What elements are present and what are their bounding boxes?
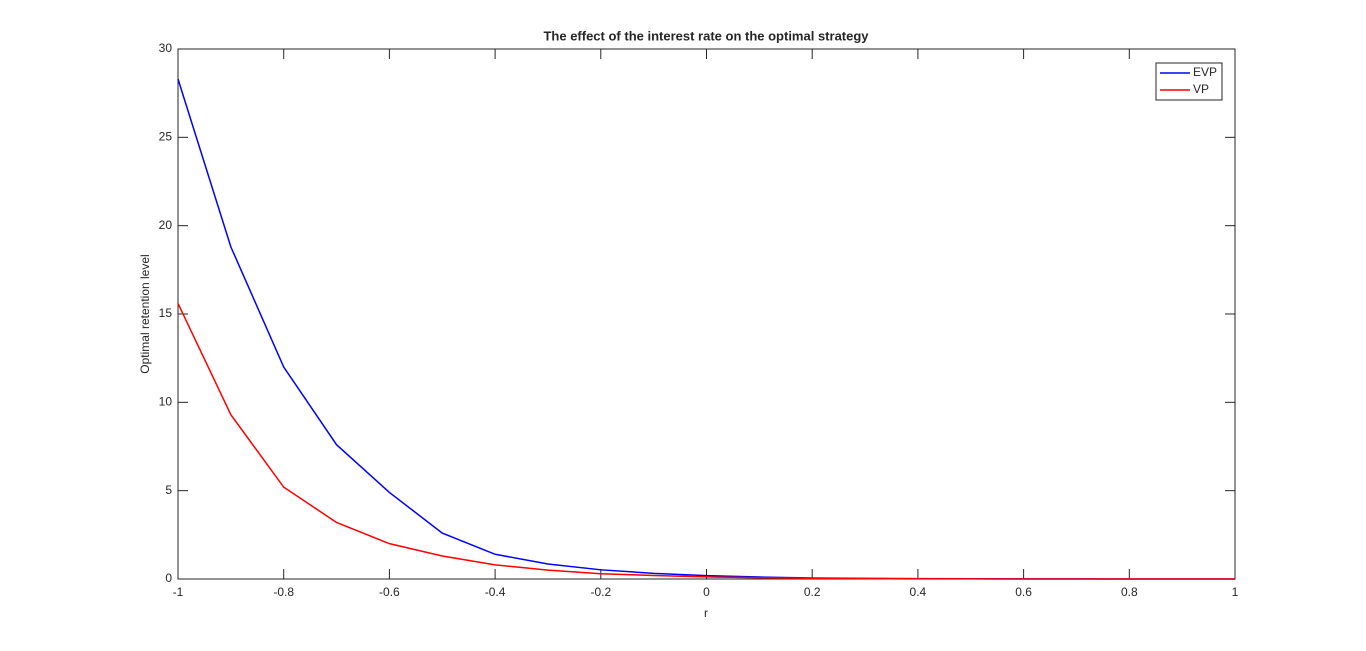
legend-label: VP bbox=[1193, 82, 1209, 96]
chart-title: The effect of the interest rate on the o… bbox=[543, 28, 869, 43]
y-tick-label: 10 bbox=[159, 395, 173, 409]
x-tick-label: -0.6 bbox=[379, 585, 400, 599]
y-axis-label: Optimal retention level bbox=[138, 254, 152, 373]
x-tick-label: 0.6 bbox=[1015, 585, 1032, 599]
legend-label: EVP bbox=[1193, 65, 1217, 79]
y-tick-label: 30 bbox=[159, 41, 173, 55]
y-tick-label: 0 bbox=[165, 571, 172, 585]
y-tick-label: 5 bbox=[165, 483, 172, 497]
line-series bbox=[177, 303, 1236, 580]
y-tick-label: 25 bbox=[159, 130, 173, 144]
x-tick-label: 0.8 bbox=[1121, 585, 1138, 599]
x-tick-label: 0 bbox=[703, 585, 710, 599]
plot-area bbox=[177, 48, 1236, 580]
y-tick-label: 15 bbox=[159, 306, 173, 320]
x-tick-label: -0.4 bbox=[485, 585, 506, 599]
x-tick-label: 0.4 bbox=[910, 585, 927, 599]
y-tick-label: 20 bbox=[159, 218, 173, 232]
x-axis-label: r bbox=[704, 606, 708, 620]
x-tick-label: -1 bbox=[173, 585, 184, 599]
x-tick-label: -0.2 bbox=[590, 585, 611, 599]
legend-box bbox=[1155, 62, 1223, 101]
x-tick-label: 1 bbox=[1232, 585, 1239, 599]
x-tick-label: 0.2 bbox=[804, 585, 821, 599]
x-tick-label: -0.8 bbox=[273, 585, 294, 599]
